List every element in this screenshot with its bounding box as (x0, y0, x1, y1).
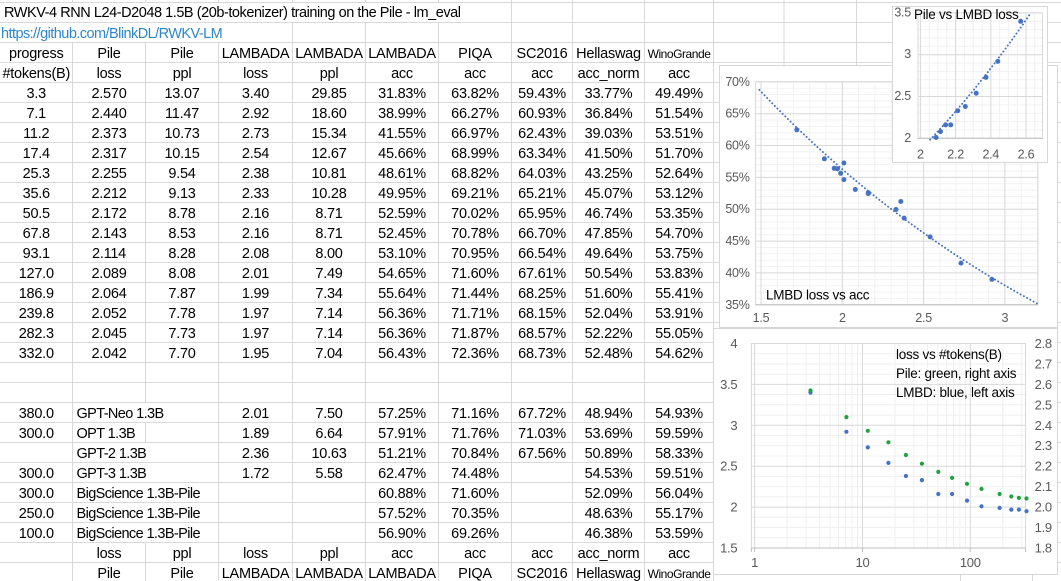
svg-text:2.5: 2.5 (915, 311, 932, 325)
svg-text:100: 100 (960, 555, 981, 570)
svg-text:2: 2 (917, 147, 924, 161)
svg-text:2.5: 2.5 (720, 459, 737, 474)
svg-text:2.0: 2.0 (1035, 500, 1052, 515)
svg-text:65%: 65% (725, 107, 749, 121)
svg-text:1.8: 1.8 (1035, 541, 1052, 556)
svg-text:3.5: 3.5 (894, 6, 911, 19)
svg-text:2.4: 2.4 (1035, 418, 1052, 433)
svg-text:2.2: 2.2 (947, 147, 964, 161)
svg-text:1.5: 1.5 (753, 311, 770, 325)
svg-text:2.7: 2.7 (1035, 357, 1052, 372)
svg-text:10: 10 (856, 555, 870, 570)
svg-text:2.3: 2.3 (1035, 438, 1052, 453)
svg-text:1: 1 (751, 555, 758, 570)
svg-text:2.5: 2.5 (1035, 397, 1052, 412)
svg-text:2.5: 2.5 (894, 89, 911, 103)
svg-text:Pile vs LMBD loss: Pile vs LMBD loss (914, 7, 1019, 22)
svg-text:2: 2 (730, 500, 737, 515)
svg-text:2.6: 2.6 (1035, 377, 1052, 392)
svg-text:2.1: 2.1 (1035, 479, 1052, 494)
svg-text:2.2: 2.2 (1035, 459, 1052, 474)
svg-text:45%: 45% (725, 234, 749, 248)
svg-text:50%: 50% (725, 202, 749, 216)
svg-text:2.8: 2.8 (1035, 336, 1052, 351)
svg-text:3.5: 3.5 (720, 377, 737, 392)
svg-text:2.6: 2.6 (1018, 147, 1035, 161)
svg-text:3: 3 (1002, 311, 1009, 325)
svg-text:40%: 40% (725, 266, 749, 280)
svg-text:70%: 70% (725, 75, 749, 89)
svg-text:2: 2 (839, 311, 846, 325)
svg-text:60%: 60% (725, 139, 749, 153)
svg-text:4: 4 (730, 336, 737, 351)
svg-text:35%: 35% (725, 298, 749, 312)
svg-text:2: 2 (904, 131, 911, 145)
svg-text:55%: 55% (725, 170, 749, 184)
svg-text:1.5: 1.5 (720, 541, 737, 556)
svg-text:Pile: green, right axis: Pile: green, right axis (896, 366, 1017, 381)
svg-text:LMBD: blue, left axis: LMBD: blue, left axis (896, 385, 1015, 400)
svg-text:3: 3 (730, 418, 737, 433)
svg-text:1.9: 1.9 (1035, 520, 1052, 535)
svg-text:LMBD loss vs acc: LMBD loss vs acc (766, 288, 870, 303)
svg-text:2.4: 2.4 (982, 147, 999, 161)
svg-text:loss vs #tokens(B): loss vs #tokens(B) (896, 347, 1002, 362)
svg-text:3: 3 (904, 47, 911, 61)
